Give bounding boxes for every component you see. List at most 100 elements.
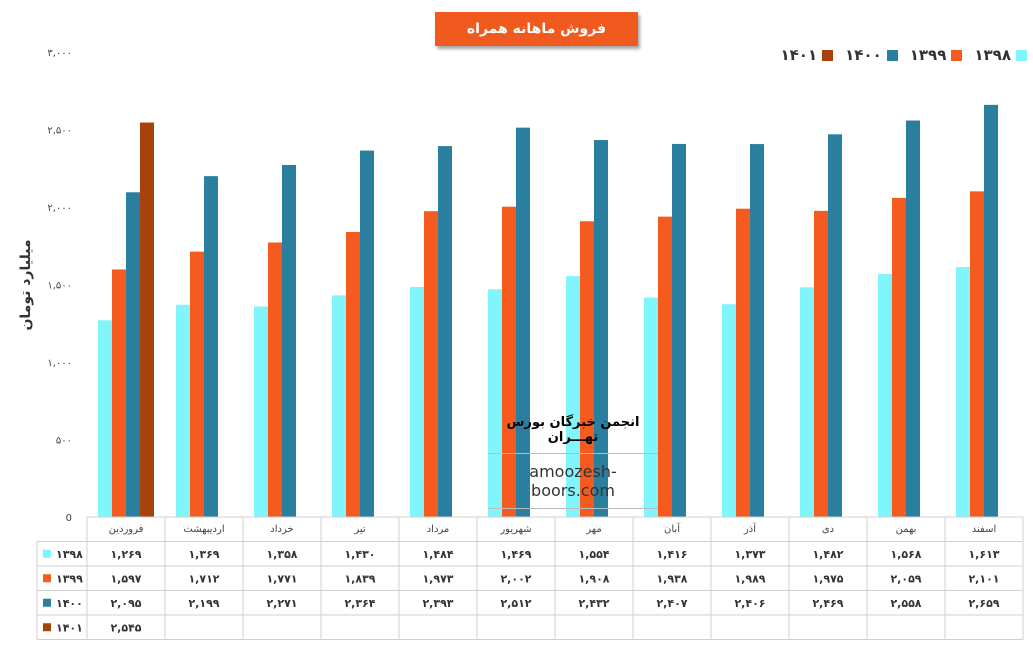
bar [488,289,502,517]
bar [580,221,594,517]
watermark-title: انجمن خبرگان بورس تهـــران [488,415,658,454]
table-cell-value: ۱,۴۸۲ [812,548,843,561]
table-cell-value: ۱,۹۷۳ [422,572,453,585]
table-series-name: ۱۳۹۹ [56,572,83,585]
bar [332,295,346,517]
category-label: آذر [743,522,757,535]
bar [750,144,764,517]
table-legend-key [43,598,51,607]
table-cell-value: ۲,۴۶۹ [812,597,843,610]
table-cell-value: ۲,۶۵۹ [968,597,999,610]
bar [126,192,140,517]
bar [346,231,360,517]
table-cell-value: ۲,۵۴۵ [110,621,141,634]
bar [190,251,204,517]
bar [204,176,218,517]
bar [878,273,892,517]
table-legend-key [43,549,51,558]
y-tick-label: ۱,۰۰۰ [47,358,72,369]
legend-swatch [886,49,898,61]
category-label: خرداد [270,524,293,535]
bar [984,104,998,517]
bar [140,122,154,518]
legend-label: ۱۴۰۱ [780,46,818,64]
table-cell-value: ۱,۴۱۶ [656,548,687,561]
bar [410,286,424,517]
legend-swatch [822,49,834,61]
table-cell-value: ۲,۳۶۴ [344,597,375,610]
table-cell-value: ۱,۴۳۰ [344,548,375,561]
table-cell-value: ۱,۹۳۸ [656,572,687,585]
watermark: انجمن خبرگان بورس تهـــران amoozesh-boor… [488,415,658,509]
bar [892,197,906,518]
y-tick-label: 0 [66,513,72,524]
bar [502,206,516,517]
bar [424,211,438,517]
table-cell-value: ۲,۱۹۹ [188,597,219,610]
category-label: اسفند [972,524,996,535]
table-cell-value: ۲,۴۳۲ [578,597,609,610]
bar [672,143,686,518]
table-series-name: ۱۴۰۱ [56,621,83,634]
legend-label: ۱۳۹۸ [974,46,1011,64]
legend-item: ۱۳۹۹ [910,46,963,64]
table-cell-value: ۲,۳۹۳ [422,597,453,610]
legend-swatch [1016,49,1027,61]
table-cell-value: ۱,۲۶۹ [110,548,141,561]
table-cell-value: ۱,۵۶۸ [890,548,921,561]
legend-item: ۱۳۹۸ [974,46,1027,64]
table-cell-value: ۱,۳۷۳ [734,548,765,561]
y-tick-label: ۲,۰۰۰ [47,203,72,214]
bar [970,191,984,517]
table-cell-value: ۲,۰۰۲ [500,572,531,585]
legend-item: ۱۴۰۰ [845,46,898,64]
table-cell-value: ۱,۷۷۱ [266,572,297,585]
category-label: بهمن [896,524,917,535]
table-series-name: ۱۴۰۰ [56,597,83,610]
y-tick-label: ۵۰۰ [56,436,72,447]
bar [516,127,530,517]
table-legend-key [43,574,51,583]
bar [828,134,842,517]
table-cell-value: ۲,۱۰۱ [968,572,999,585]
watermark-url: amoozesh-boors.com [488,454,658,509]
bar [438,146,452,517]
category-label: اردیبهشت [183,524,224,535]
table-cell-value: ۱,۴۸۴ [422,548,453,561]
table-cell-value: ۱,۴۶۹ [500,548,531,561]
legend-label: ۱۳۹۹ [909,46,947,64]
bar [282,164,296,517]
table-cell-value: ۱,۳۶۹ [188,548,219,561]
legend: ۱۴۰۱ ۱۴۰۰ ۱۳۹۹ ۱۳۹۸ [781,44,1027,66]
bar [566,276,580,517]
table-cell-value: ۲,۲۷۱ [266,597,297,610]
table-cell-value: ۲,۴۰۶ [734,597,765,610]
category-label: آبان [664,522,681,535]
table-cell-value: ۲,۵۱۲ [500,597,531,610]
table-cell-value: ۱,۷۱۲ [188,572,219,585]
y-tick-label: ۱,۵۰۰ [47,281,72,292]
bar [906,120,920,517]
bar [176,304,190,517]
bar [98,320,112,517]
bar [254,306,268,517]
category-label: دی [822,524,834,535]
y-tick-label: ۳,۰۰۰ [47,48,72,59]
table-cell-value: ۱,۵۵۴ [578,548,609,561]
table-cell-value: ۱,۹۰۸ [578,572,609,585]
category-label: مرداد [427,524,450,535]
table-cell-value: ۱,۶۱۳ [968,548,999,561]
legend-label: ۱۴۰۰ [845,46,882,64]
chart-title: فروش ماهانه همراه [435,12,638,46]
y-axis-label: میلیارد تومان [18,239,34,331]
table-cell-value: ۲,۰۵۹ [890,572,921,585]
table-legend-key [43,623,51,632]
bar [722,304,736,517]
table-cell-value: ۲,۰۹۵ [110,597,141,610]
category-label: شهریور [499,524,531,535]
table-cell-value: ۱,۹۸۹ [734,572,765,585]
bar [814,210,828,517]
legend-item: ۱۴۰۱ [781,46,834,64]
table-cell-value: ۱,۵۹۷ [110,572,141,585]
